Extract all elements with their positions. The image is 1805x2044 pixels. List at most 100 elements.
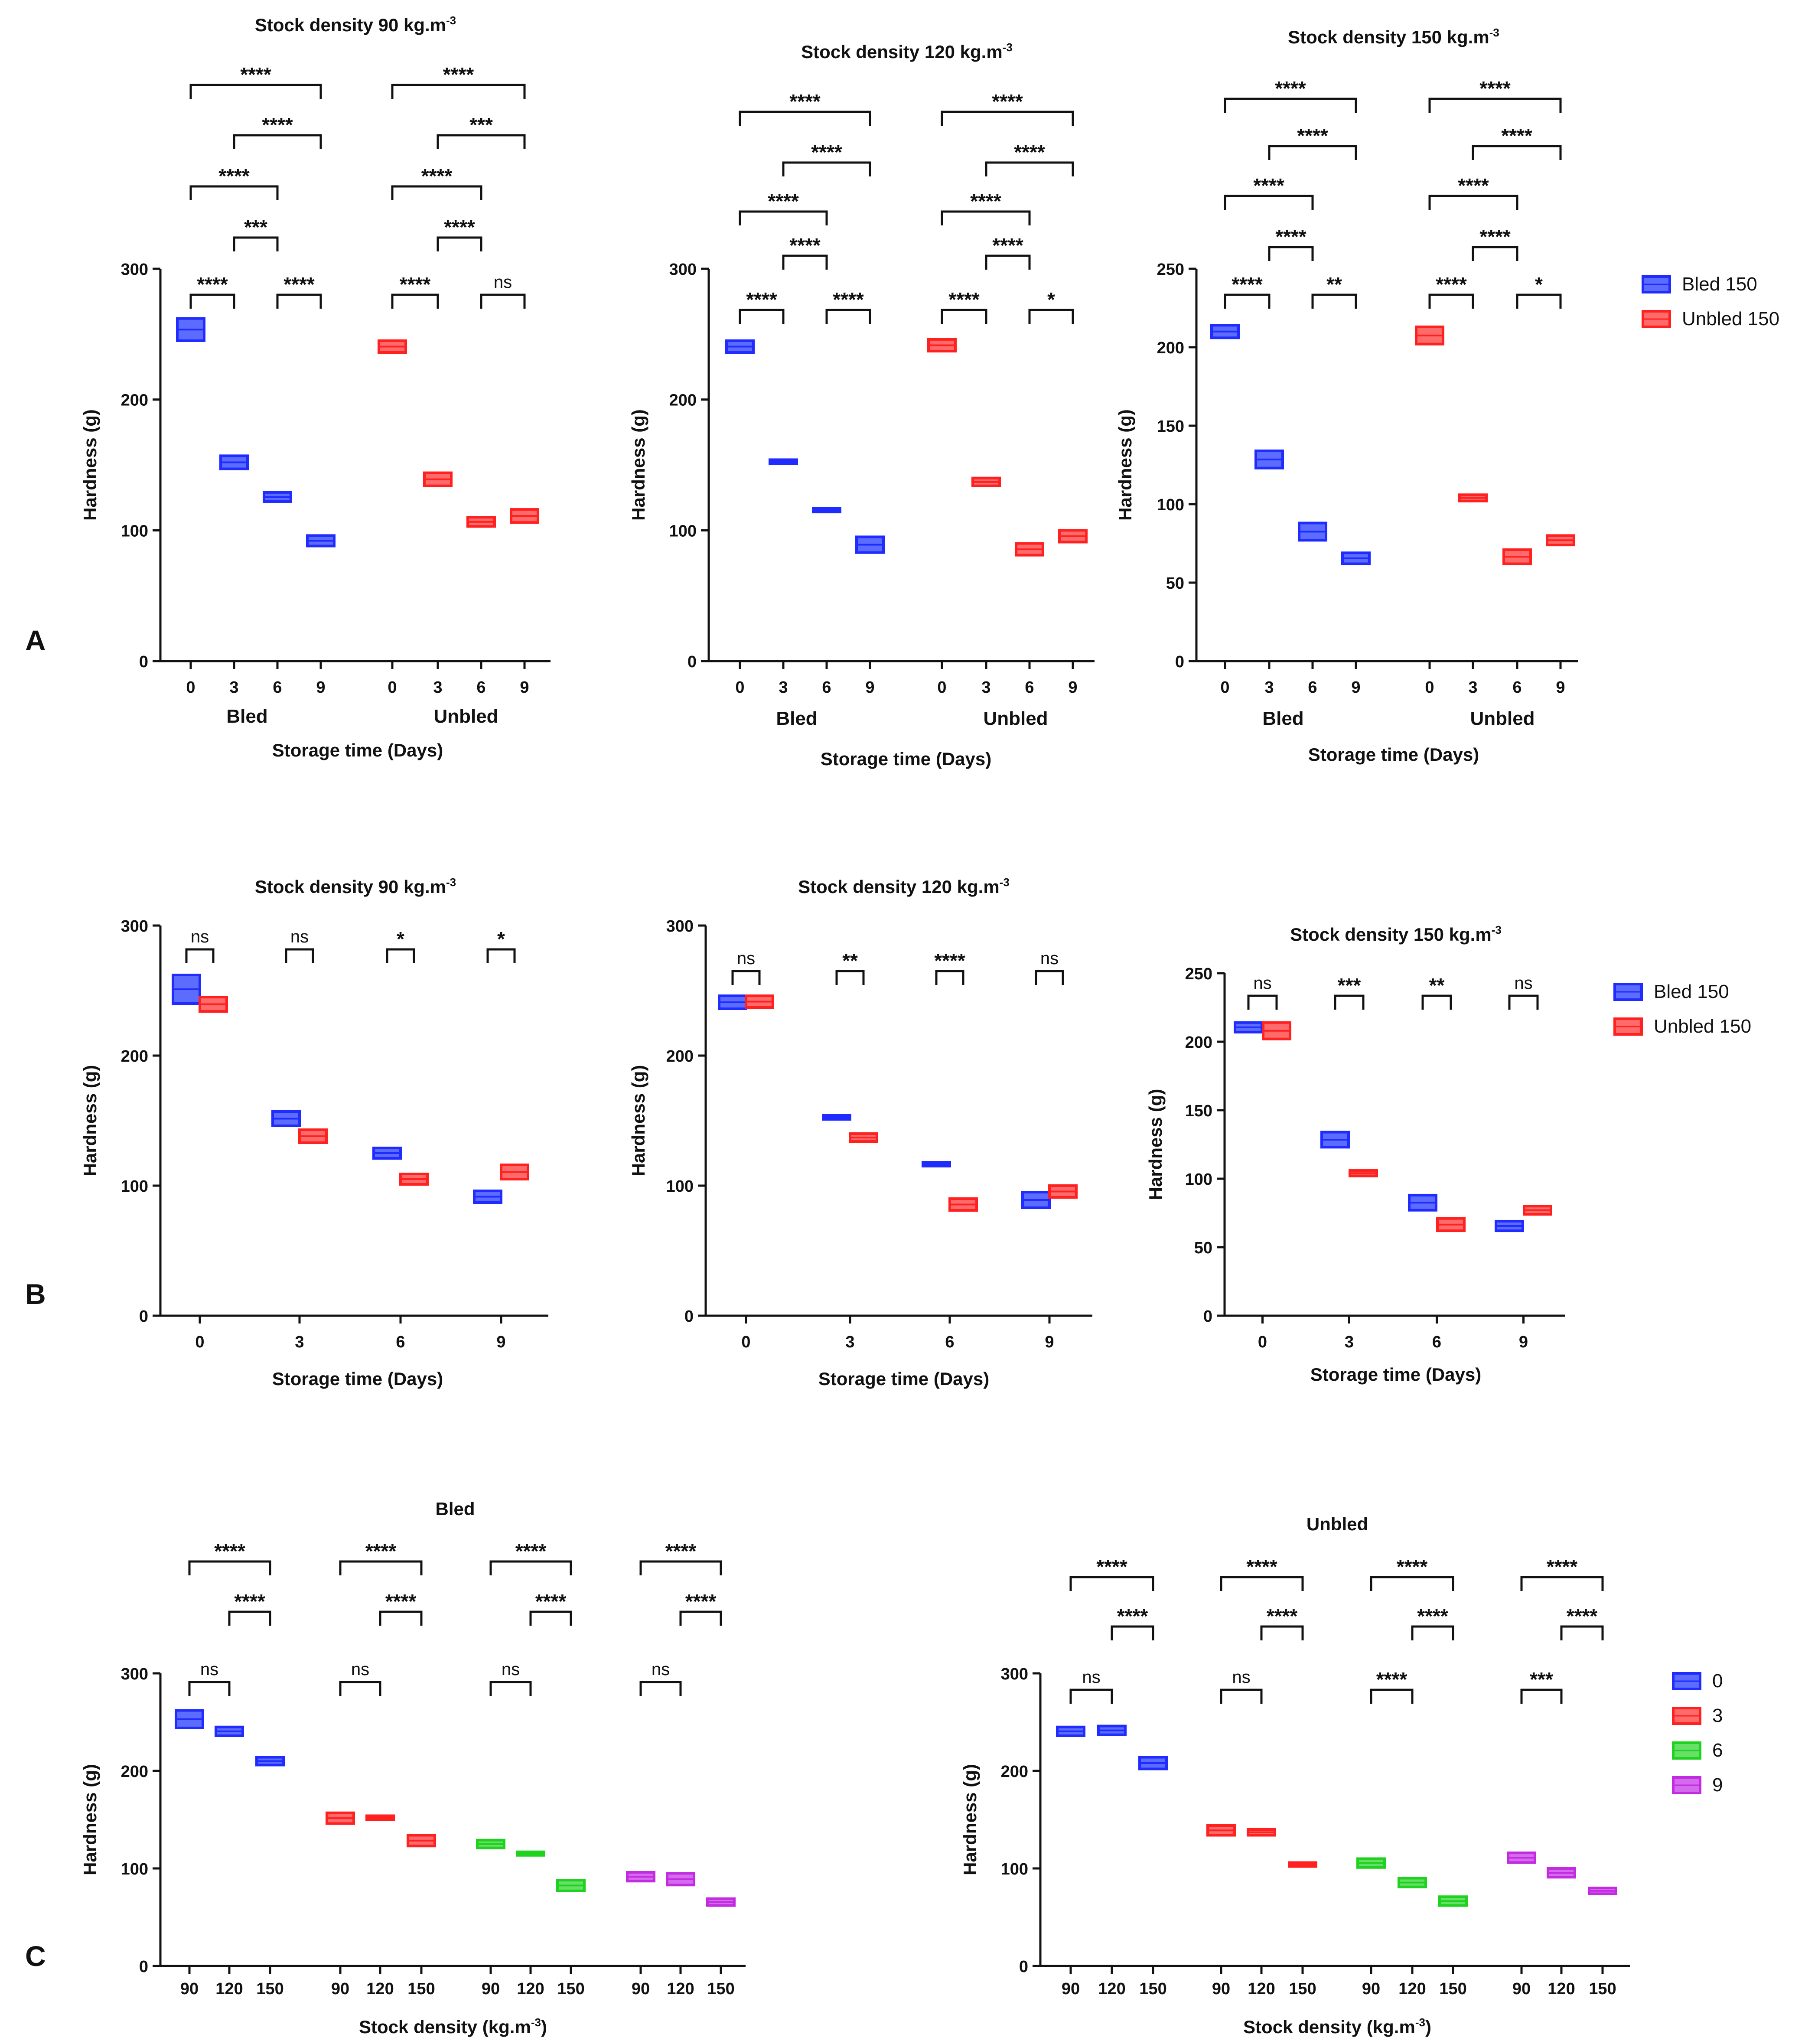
- chart-title-main: Stock density 90 kg.m: [255, 877, 446, 897]
- x-axis-title: Storage time (Days): [818, 1369, 989, 1389]
- x-tick-label: 6: [1432, 1333, 1441, 1351]
- panel-letter-b: B: [25, 1278, 46, 1310]
- x-tick-label: 90: [1362, 1980, 1380, 1998]
- legend-label: Unbled 150: [1654, 1016, 1751, 1037]
- chart-title-main: Unbled: [1307, 1514, 1368, 1534]
- significance-bracket: [1520, 1689, 1563, 1704]
- chart-title-superscript: -3: [1489, 26, 1499, 39]
- legend-label: Bled 150: [1654, 981, 1729, 1002]
- y-tick-label: 0: [1203, 1307, 1212, 1326]
- y-axis-title: Hardness (g): [628, 409, 648, 521]
- significance-label: ****: [1479, 225, 1511, 248]
- significance-label: ****: [1567, 1605, 1598, 1627]
- y-tick-label: 100: [666, 1177, 694, 1196]
- x-tick-label: 120: [1098, 1980, 1125, 1998]
- x-tick-label: 120: [366, 1980, 394, 1998]
- significance-bracket: [941, 111, 1074, 126]
- group-label: Unbled: [433, 706, 498, 727]
- significance-bracket: [1520, 1576, 1604, 1591]
- significance-label: ns: [1082, 1668, 1100, 1687]
- significance-label: ****: [833, 288, 864, 311]
- significance-bracket: [1268, 145, 1357, 160]
- x-tick-label: 3: [295, 1333, 304, 1351]
- x-tick-label: 0: [195, 1333, 204, 1351]
- x-tick-label: 9: [1519, 1333, 1528, 1351]
- significance-bracket: [391, 293, 439, 309]
- significance-bracket: [679, 1610, 722, 1626]
- significance-bracket: [1220, 1689, 1263, 1704]
- significance-bracket: [185, 948, 215, 963]
- x-tick-label: 0: [388, 678, 397, 697]
- significance-label: ****: [214, 1540, 245, 1562]
- chart-title-superscript: -3: [1000, 876, 1010, 889]
- chart-title: Stock density 90 kg.m-3: [255, 876, 456, 897]
- x-tick-label: 6: [396, 1333, 405, 1351]
- significance-bracket: [1260, 1625, 1304, 1640]
- significance-bracket: [1472, 145, 1562, 160]
- x-tick-label: 90: [1212, 1980, 1230, 1998]
- significance-bracket: [386, 948, 415, 963]
- chart-title: Stock density 120 kg.m-3: [798, 876, 1010, 897]
- significance-label: ****: [1096, 1555, 1127, 1578]
- x-axis-title-superscript: -3: [531, 2016, 541, 2029]
- x-tick-label: 3: [433, 678, 442, 697]
- x-tick-label: 0: [741, 1333, 750, 1351]
- significance-bracket: [739, 210, 828, 225]
- y-tick-label: 100: [121, 1177, 148, 1196]
- x-tick-label: 90: [482, 1980, 500, 1998]
- y-tick-label: 300: [666, 917, 694, 936]
- significance-bracket: [1035, 970, 1064, 985]
- significance-bracket: [1028, 309, 1074, 324]
- x-tick-label: 0: [1425, 678, 1434, 697]
- y-tick-label: 150: [1157, 417, 1184, 436]
- significance-label: ****: [535, 1590, 567, 1613]
- group-label: Unbled: [983, 708, 1048, 729]
- significance-label: ****: [385, 1590, 417, 1613]
- significance-bracket: [1428, 195, 1518, 210]
- y-tick-label: 300: [669, 261, 697, 279]
- y-tick-label: 100: [1001, 1860, 1028, 1878]
- x-tick-label: 150: [1289, 1980, 1316, 1998]
- significance-bracket: [1224, 293, 1271, 309]
- significance-label: ns: [1040, 949, 1059, 968]
- chart-title-main: Stock density 150 kg.m: [1290, 924, 1492, 945]
- significance-bracket: [782, 254, 828, 270]
- x-tick-label: 3: [1345, 1333, 1354, 1351]
- significance-label: ****: [1436, 273, 1467, 296]
- chart-title-superscript: -3: [446, 876, 456, 889]
- significance-label: ****: [197, 273, 228, 296]
- significance-label: ****: [1376, 1668, 1408, 1691]
- legend-label: Unbled 150: [1682, 308, 1779, 329]
- significance-label: ****: [685, 1590, 717, 1613]
- significance-bracket: [941, 210, 1031, 225]
- chart-title-superscript: -3: [1492, 923, 1502, 936]
- significance-label: ****: [1232, 273, 1263, 296]
- chart-title-superscript: -3: [1003, 41, 1013, 54]
- significance-label: ****: [1246, 1555, 1277, 1578]
- x-tick-label: 0: [1220, 678, 1229, 697]
- significance-bracket: [379, 1610, 423, 1626]
- x-axis-title: Storage time (Days): [1308, 744, 1479, 765]
- y-tick-label: 200: [669, 391, 697, 410]
- significance-bracket: [189, 185, 279, 200]
- x-tick-label: 150: [1439, 1980, 1466, 1998]
- significance-label: ****: [665, 1540, 697, 1562]
- significance-label: ns: [652, 1660, 670, 1679]
- significance-label: ****: [262, 114, 293, 136]
- panel-letter-a: A: [25, 624, 46, 656]
- significance-bracket: [739, 111, 871, 126]
- significance-bracket: [188, 1560, 271, 1575]
- y-tick-label: 50: [1194, 1239, 1212, 1257]
- significance-bracket: [1421, 994, 1452, 1010]
- significance-label: ****: [515, 1540, 547, 1562]
- significance-bracket: [1370, 1689, 1414, 1704]
- x-axis-title-main: Stock density (kg.m: [1243, 2017, 1415, 2037]
- y-tick-label: 250: [1185, 965, 1212, 983]
- significance-bracket: [1069, 1576, 1154, 1591]
- y-tick-label: 300: [121, 1665, 148, 1683]
- x-tick-label: 3: [229, 678, 238, 697]
- significance-label: ****: [768, 190, 799, 212]
- y-tick-label: 0: [684, 1307, 694, 1326]
- y-tick-label: 0: [1019, 1958, 1028, 1976]
